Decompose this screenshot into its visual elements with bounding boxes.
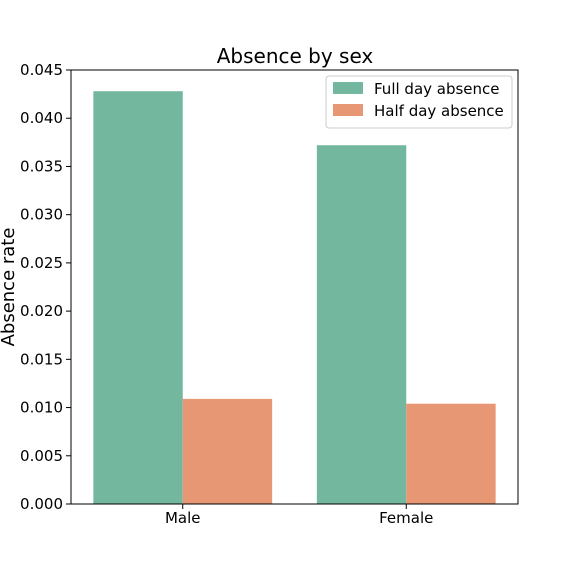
y-tick-label: 0.045 [20, 61, 63, 79]
y-axis: 0.000 0.005 0.010 0.015 0.020 0.025 0.030 0.035… [20, 61, 71, 513]
legend-label: Half day absence [374, 102, 504, 120]
plot-frame [70, 69, 519, 505]
bar-full-day-absence-male [93, 91, 183, 504]
y-tick-label: 0.020 [20, 302, 63, 320]
legend-swatch [333, 104, 363, 116]
x-tick-label: Male [165, 509, 201, 527]
y-tick-label: 0.000 [20, 495, 63, 513]
legend-label: Full day absence [374, 80, 500, 98]
bar-full-day-absence-female [316, 145, 407, 505]
bars-layer [93, 91, 496, 505]
chart-title: Absence by sex [217, 44, 374, 68]
bar-half-day-absence-female [406, 403, 496, 504]
y-tick-label: 0.015 [20, 350, 63, 368]
x-axis: Male Female [165, 504, 433, 527]
y-tick-label: 0.040 [20, 109, 63, 127]
y-tick-label: 0.010 [20, 399, 63, 417]
bar-half-day-absence-male [182, 398, 273, 504]
y-tick-label: 0.030 [20, 206, 63, 224]
legend-swatch [333, 82, 363, 94]
y-axis-label: Absence rate [0, 228, 19, 347]
y-tick-label: 0.005 [20, 447, 63, 465]
x-tick-label: Female [379, 509, 433, 527]
legend: Full day absence Half day absence [325, 75, 513, 129]
y-tick-label: 0.025 [20, 254, 63, 272]
y-tick-label: 0.035 [20, 157, 63, 175]
